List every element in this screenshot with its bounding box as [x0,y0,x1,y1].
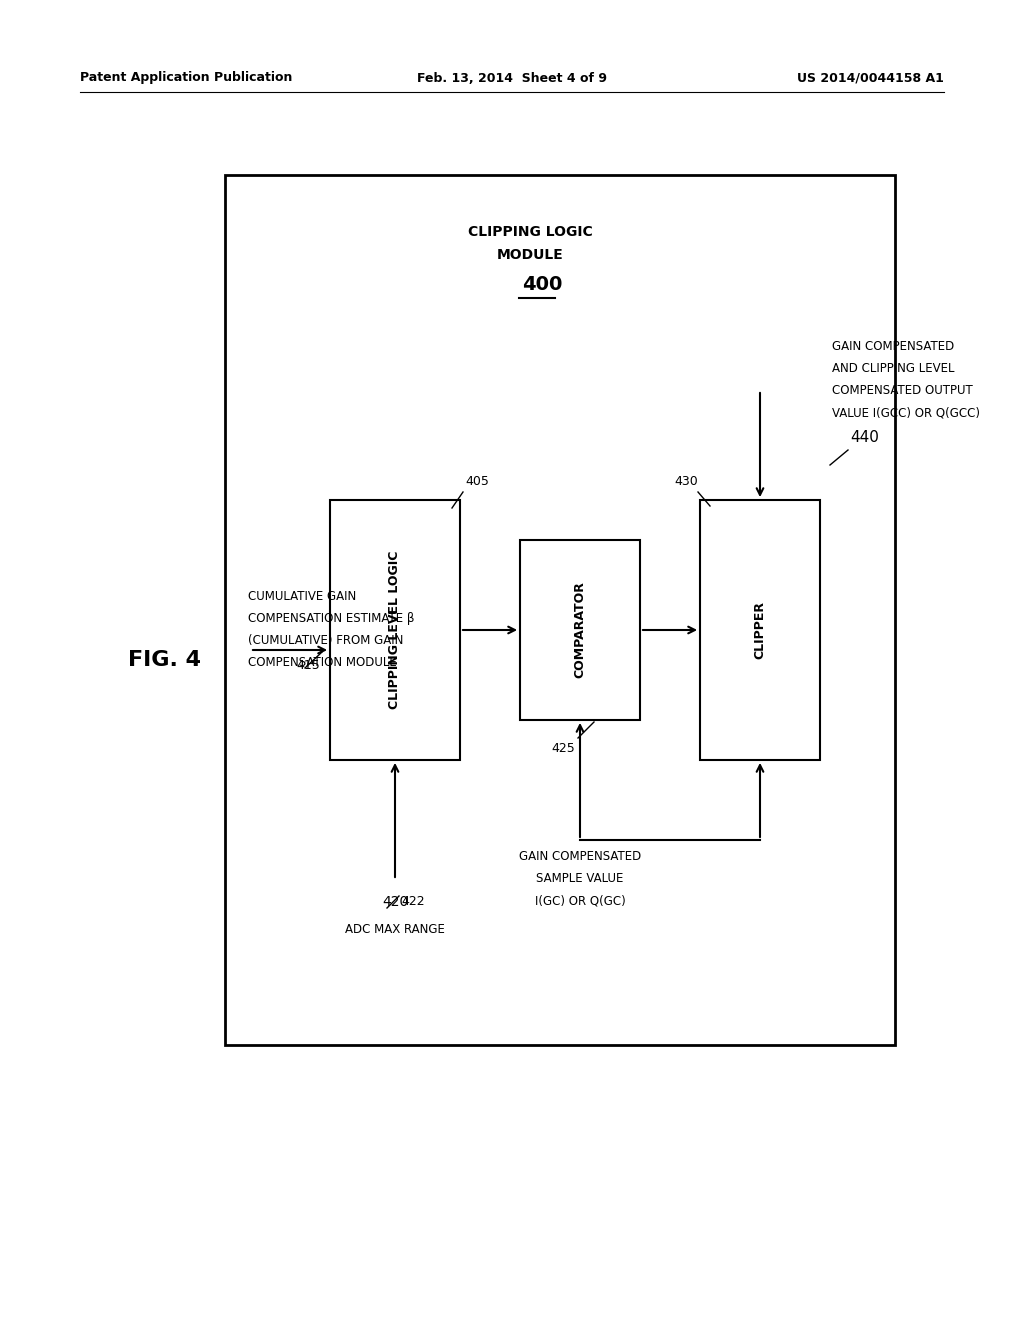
Text: AND CLIPPING LEVEL: AND CLIPPING LEVEL [831,362,954,375]
Text: GAIN COMPENSATED: GAIN COMPENSATED [519,850,641,863]
Text: ADC MAX RANGE: ADC MAX RANGE [345,923,445,936]
Text: 405: 405 [465,475,488,488]
Text: CLIPPING LEVEL LOGIC: CLIPPING LEVEL LOGIC [388,550,401,709]
Text: 420: 420 [382,895,409,909]
Text: COMPENSATION ESTIMATE β: COMPENSATION ESTIMATE β [248,612,415,624]
Text: US 2014/0044158 A1: US 2014/0044158 A1 [797,71,944,84]
Text: I(GC) OR Q(GC): I(GC) OR Q(GC) [535,894,626,907]
Bar [330,500,460,760]
Text: CLIPPING LOGIC: CLIPPING LOGIC [468,224,592,239]
Text: SAMPLE VALUE: SAMPLE VALUE [537,873,624,884]
Bar [520,540,640,719]
Text: VALUE I(GCC) OR Q(GCC): VALUE I(GCC) OR Q(GCC) [831,407,980,418]
Text: Patent Application Publication: Patent Application Publication [80,71,293,84]
Text: COMPENSATED OUTPUT: COMPENSATED OUTPUT [831,384,973,397]
Text: 415: 415 [296,659,319,672]
Bar [700,500,820,760]
Text: 425: 425 [551,742,575,755]
Text: CLIPPER: CLIPPER [754,601,767,659]
Text: Feb. 13, 2014  Sheet 4 of 9: Feb. 13, 2014 Sheet 4 of 9 [417,71,607,84]
Text: 422: 422 [401,895,425,908]
Text: FIG. 4: FIG. 4 [128,649,202,671]
Text: 430: 430 [674,475,698,488]
Text: COMPARATOR: COMPARATOR [573,582,587,678]
Text: COMPENSATION MODULE: COMPENSATION MODULE [248,656,396,669]
Text: MODULE: MODULE [497,248,563,261]
Bar [225,176,895,1045]
Text: (CUMULATIVE) FROM GAIN: (CUMULATIVE) FROM GAIN [248,634,403,647]
Text: CUMULATIVE GAIN: CUMULATIVE GAIN [248,590,356,603]
Text: 440: 440 [850,430,879,445]
Text: GAIN COMPENSATED: GAIN COMPENSATED [831,341,954,352]
Text: 400: 400 [522,275,562,294]
